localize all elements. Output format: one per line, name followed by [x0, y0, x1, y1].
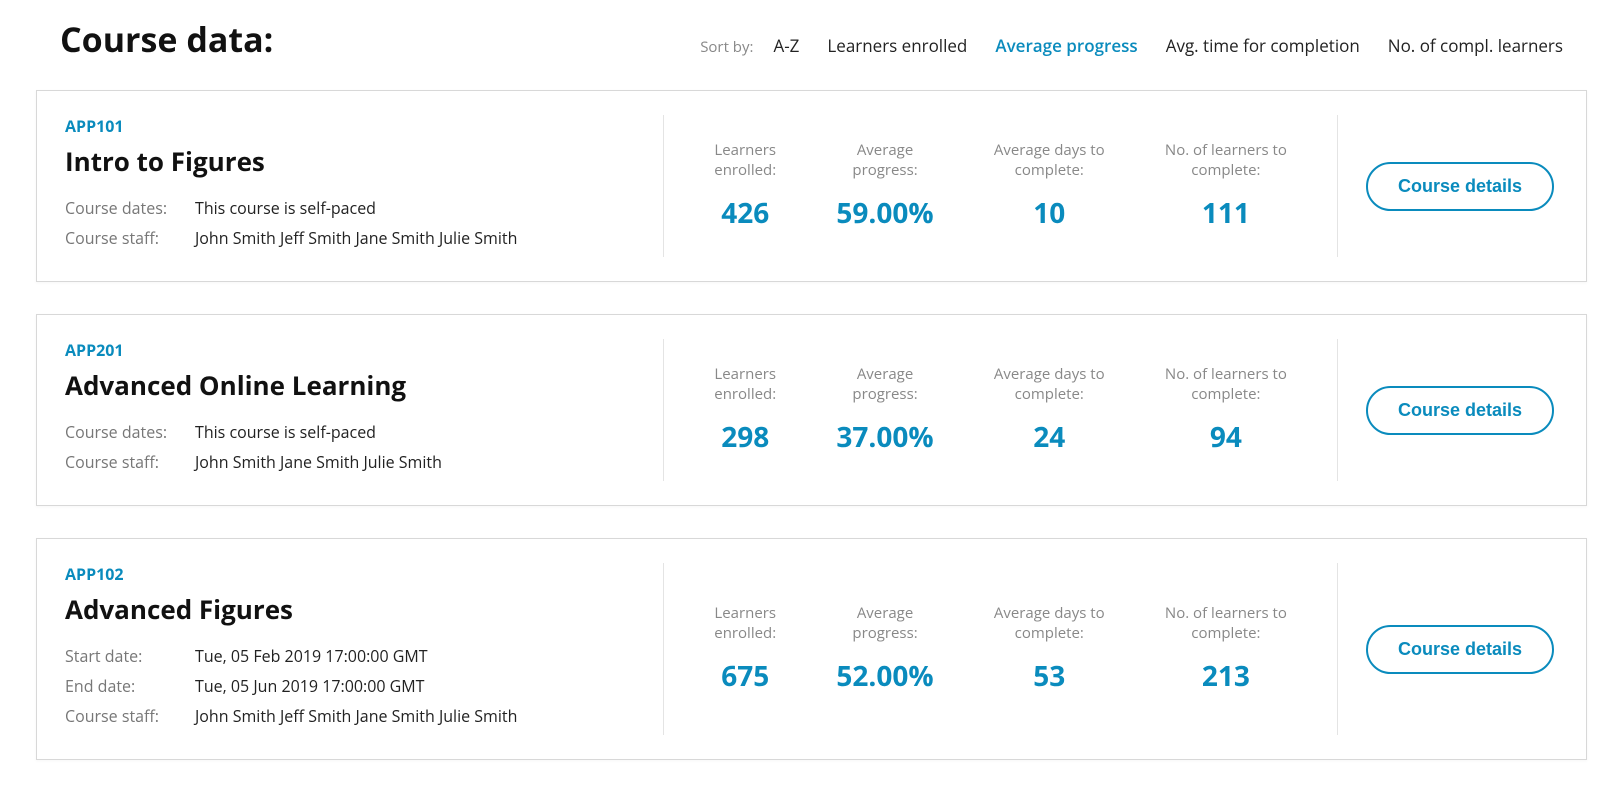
stat-enrolled: Learners enrolled: 298 — [708, 364, 782, 457]
stat-days-label: Average days to complete: — [994, 140, 1105, 181]
course-dates-label: Course dates: — [65, 421, 195, 443]
course-staff-value: John Smith Jeff Smith Jane Smith Julie S… — [195, 227, 517, 249]
course-staff-value: John Smith Jeff Smith Jane Smith Julie S… — [195, 705, 517, 727]
course-card: APP102 Advanced Figures Start date: Tue,… — [36, 538, 1587, 760]
stat-enrolled-value: 426 — [714, 194, 776, 232]
course-staff-row: Course staff: John Smith Jeff Smith Jane… — [65, 705, 639, 727]
course-title: Advanced Online Learning — [65, 367, 639, 403]
sort-option-progress[interactable]: Average progress — [995, 34, 1137, 57]
course-dates-row: Course dates: This course is self-paced — [65, 421, 639, 443]
stat-completed-label: No. of learners to complete: — [1165, 140, 1287, 181]
course-action: Course details — [1338, 563, 1558, 735]
stat-enrolled-value: 675 — [714, 657, 776, 695]
course-info: APP101 Intro to Figures Course dates: Th… — [65, 115, 664, 257]
course-staff-row: Course staff: John Smith Jane Smith Juli… — [65, 451, 639, 473]
course-action: Course details — [1338, 115, 1558, 257]
stat-days-value: 53 — [994, 657, 1105, 695]
course-staff-label: Course staff: — [65, 451, 195, 473]
sort-option-az[interactable]: A-Z — [773, 34, 799, 57]
course-staff-label: Course staff: — [65, 227, 195, 249]
page-header: Course data: Sort by: A-Z Learners enrol… — [36, 16, 1587, 62]
sort-option-completed[interactable]: No. of compl. learners — [1388, 34, 1563, 57]
course-details-button[interactable]: Course details — [1366, 386, 1554, 435]
stat-days: Average days to complete: 24 — [988, 364, 1111, 457]
course-end-label: End date: — [65, 675, 195, 697]
course-title: Advanced Figures — [65, 591, 639, 627]
stat-days-label: Average days to complete: — [994, 603, 1105, 644]
stat-enrolled-label: Learners enrolled: — [714, 140, 776, 181]
stat-progress-value: 37.00% — [836, 418, 933, 456]
course-dates-label: Course dates: — [65, 197, 195, 219]
course-stats: Learners enrolled: 675 Average progress:… — [664, 563, 1338, 735]
stat-progress-label: Average progress: — [836, 140, 933, 181]
stat-completed-label: No. of learners to complete: — [1165, 603, 1287, 644]
course-end-value: Tue, 05 Jun 2019 17:00:00 GMT — [195, 675, 424, 697]
stat-enrolled-label: Learners enrolled: — [714, 364, 776, 405]
course-end-row: End date: Tue, 05 Jun 2019 17:00:00 GMT — [65, 675, 639, 697]
sort-by-label: Sort by: — [700, 37, 753, 57]
course-staff-label: Course staff: — [65, 705, 195, 727]
stat-progress: Average progress: 59.00% — [830, 140, 939, 233]
course-info: APP201 Advanced Online Learning Course d… — [65, 339, 664, 481]
course-dates-row: Course dates: This course is self-paced — [65, 197, 639, 219]
course-details-button[interactable]: Course details — [1366, 162, 1554, 211]
course-staff-row: Course staff: John Smith Jeff Smith Jane… — [65, 227, 639, 249]
stat-days: Average days to complete: 10 — [988, 140, 1111, 233]
course-dates-value: This course is self-paced — [195, 421, 376, 443]
sort-bar: Sort by: A-Z Learners enrolled Average p… — [700, 34, 1563, 57]
stat-completed-label: No. of learners to complete: — [1165, 364, 1287, 405]
course-start-row: Start date: Tue, 05 Feb 2019 17:00:00 GM… — [65, 645, 639, 667]
stat-enrolled-label: Learners enrolled: — [714, 603, 776, 644]
stat-progress: Average progress: 52.00% — [830, 603, 939, 696]
course-info: APP102 Advanced Figures Start date: Tue,… — [65, 563, 664, 735]
stat-days-value: 10 — [994, 194, 1105, 232]
stat-days: Average days to complete: 53 — [988, 603, 1111, 696]
stat-days-label: Average days to complete: — [994, 364, 1105, 405]
stat-days-value: 24 — [994, 418, 1105, 456]
stat-progress-value: 52.00% — [836, 657, 933, 695]
sort-option-enrolled[interactable]: Learners enrolled — [827, 34, 967, 57]
stat-completed-value: 94 — [1165, 418, 1287, 456]
course-card: APP101 Intro to Figures Course dates: Th… — [36, 90, 1587, 282]
course-stats: Learners enrolled: 426 Average progress:… — [664, 115, 1338, 257]
stat-completed: No. of learners to complete: 213 — [1159, 603, 1293, 696]
stat-enrolled: Learners enrolled: 675 — [708, 603, 782, 696]
stat-enrolled-value: 298 — [714, 418, 776, 456]
course-title: Intro to Figures — [65, 143, 639, 179]
stat-completed-value: 213 — [1165, 657, 1287, 695]
course-code: APP201 — [65, 339, 639, 361]
stat-completed: No. of learners to complete: 94 — [1159, 364, 1293, 457]
course-action: Course details — [1338, 339, 1558, 481]
course-code: APP102 — [65, 563, 639, 585]
page-title: Course data: — [60, 16, 273, 62]
sort-option-avgtime[interactable]: Avg. time for completion — [1166, 34, 1360, 57]
stat-completed: No. of learners to complete: 111 — [1159, 140, 1293, 233]
stat-progress-value: 59.00% — [836, 194, 933, 232]
stat-progress-label: Average progress: — [836, 364, 933, 405]
course-start-label: Start date: — [65, 645, 195, 667]
course-details-button[interactable]: Course details — [1366, 625, 1554, 674]
stat-enrolled: Learners enrolled: 426 — [708, 140, 782, 233]
course-staff-value: John Smith Jane Smith Julie Smith — [195, 451, 442, 473]
stat-progress-label: Average progress: — [836, 603, 933, 644]
course-stats: Learners enrolled: 298 Average progress:… — [664, 339, 1338, 481]
course-card: APP201 Advanced Online Learning Course d… — [36, 314, 1587, 506]
course-start-value: Tue, 05 Feb 2019 17:00:00 GMT — [195, 645, 428, 667]
stat-completed-value: 111 — [1165, 194, 1287, 232]
course-code: APP101 — [65, 115, 639, 137]
course-dates-value: This course is self-paced — [195, 197, 376, 219]
stat-progress: Average progress: 37.00% — [830, 364, 939, 457]
